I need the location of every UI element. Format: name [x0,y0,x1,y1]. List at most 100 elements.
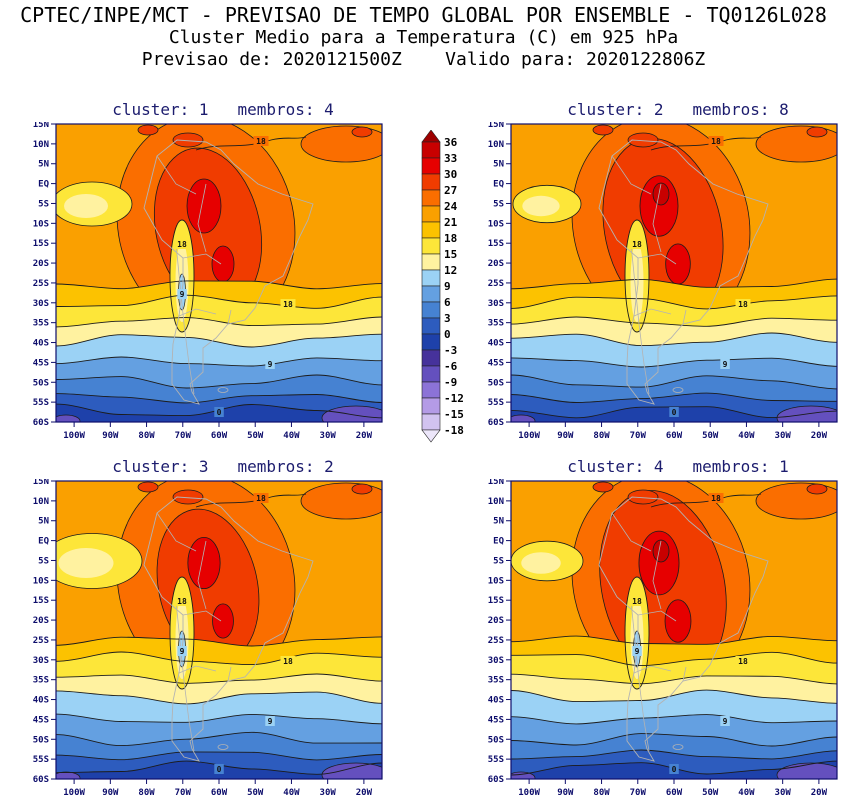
svg-text:80W: 80W [138,788,155,798]
svg-text:40W: 40W [283,431,300,441]
svg-text:27: 27 [444,184,457,197]
svg-text:20S: 20S [488,259,504,269]
svg-text:30W: 30W [775,788,792,798]
svg-text:0: 0 [217,408,222,417]
svg-text:90W: 90W [557,788,574,798]
svg-text:10N: 10N [488,497,504,507]
map-cluster-1: 18 18 18 9 9 0 15N 10N 5N EQ 5S 10S 15S 20S 25S 30S 35S 4… [33,122,383,441]
map-cluster-2: 18 18 18 9 0 15N 10N 5N EQ 5S 10S 15S 20S 25S 30S 35S 40… [488,122,838,441]
svg-text:-6: -6 [444,360,458,373]
svg-text:12: 12 [444,264,457,277]
svg-text:45S: 45S [33,715,49,725]
svg-text:-18: -18 [444,424,464,437]
svg-text:24: 24 [444,200,458,213]
svg-text:20S: 20S [488,616,504,626]
svg-text:45S: 45S [488,358,504,368]
svg-text:20S: 20S [33,616,49,626]
svg-text:50S: 50S [33,735,49,745]
panel-cluster-4: cluster: 4 membros: 1 18 18 18 9 9 0 15N 10N 5N E… [481,455,845,799]
svg-text:30W: 30W [775,431,792,441]
svg-text:30S: 30S [488,656,504,666]
svg-text:40W: 40W [738,788,755,798]
svg-text:5N: 5N [493,160,504,170]
svg-text:30W: 30W [320,431,337,441]
svg-text:EQ: EQ [493,180,504,190]
svg-text:20W: 20W [356,431,373,441]
svg-text:60S: 60S [488,418,504,428]
svg-text:5S: 5S [493,199,504,209]
svg-text:-15: -15 [444,408,464,421]
svg-text:40W: 40W [738,431,755,441]
svg-text:100W: 100W [63,788,85,798]
svg-text:5N: 5N [38,517,49,527]
svg-text:5S: 5S [493,556,504,566]
svg-text:18: 18 [177,597,187,606]
svg-text:50S: 50S [33,378,49,388]
map-cluster-3: 18 18 18 9 9 0 15N 10N 5N EQ 5S 10S 15S 20S 25S 30S 35S 4… [33,479,383,798]
svg-text:60W: 60W [666,431,683,441]
svg-text:35S: 35S [33,676,49,686]
svg-text:33: 33 [444,152,457,165]
svg-text:50W: 50W [702,431,719,441]
svg-text:55S: 55S [33,398,49,408]
svg-text:35S: 35S [488,676,504,686]
svg-text:5N: 5N [493,517,504,527]
svg-text:18: 18 [632,597,642,606]
svg-text:EQ: EQ [493,537,504,547]
svg-text:20S: 20S [33,259,49,269]
svg-text:10S: 10S [488,576,504,586]
map-cluster-4: 18 18 18 9 9 0 15N 10N 5N EQ 5S 10S 15S 20S 25S 30S 35S 4… [488,479,838,798]
svg-text:90W: 90W [102,788,119,798]
svg-text:50W: 50W [247,788,264,798]
svg-text:21: 21 [444,216,458,229]
svg-text:0: 0 [672,408,677,417]
svg-text:5N: 5N [38,160,49,170]
svg-text:5S: 5S [38,556,49,566]
svg-text:EQ: EQ [38,180,49,190]
svg-text:55S: 55S [488,755,504,765]
panel-cluster-2: cluster: 2 membros: 8 18 18 18 9 0 15N 10N 5N EQ… [481,98,845,442]
svg-text:30S: 30S [488,299,504,309]
svg-text:15: 15 [444,248,457,261]
svg-text:70W: 70W [175,431,192,441]
svg-text:5S: 5S [38,199,49,209]
svg-text:15N: 15N [33,122,49,130]
svg-text:18: 18 [256,494,266,503]
svg-text:9: 9 [444,280,451,293]
svg-text:55S: 55S [33,755,49,765]
svg-text:40S: 40S [488,339,504,349]
svg-text:18: 18 [711,494,721,503]
svg-text:50W: 50W [247,431,264,441]
svg-text:0: 0 [217,765,222,774]
svg-text:10N: 10N [33,497,49,507]
svg-text:60W: 60W [211,788,228,798]
svg-text:50W: 50W [702,788,719,798]
svg-text:10S: 10S [488,219,504,229]
svg-text:50S: 50S [488,735,504,745]
svg-text:40W: 40W [283,788,300,798]
svg-text:100W: 100W [518,788,540,798]
svg-text:18: 18 [632,240,642,249]
svg-text:6: 6 [444,296,451,309]
svg-text:18: 18 [738,657,748,666]
svg-text:80W: 80W [138,431,155,441]
svg-text:40S: 40S [488,696,504,706]
svg-text:0: 0 [444,328,451,341]
svg-text:15S: 15S [33,596,49,606]
svg-text:18: 18 [444,232,457,245]
svg-text:70W: 70W [175,788,192,798]
svg-text:90W: 90W [557,431,574,441]
svg-text:9: 9 [723,360,728,369]
svg-text:9: 9 [180,647,185,656]
svg-text:35S: 35S [488,319,504,329]
svg-text:45S: 45S [488,715,504,725]
panel-title-1: cluster: 1 membros: 4 [112,100,334,119]
svg-text:EQ: EQ [38,537,49,547]
svg-text:-9: -9 [444,376,457,389]
svg-text:50S: 50S [488,378,504,388]
svg-text:55S: 55S [488,398,504,408]
svg-text:25S: 25S [488,636,504,646]
svg-text:15N: 15N [488,479,504,487]
svg-text:9: 9 [268,360,273,369]
